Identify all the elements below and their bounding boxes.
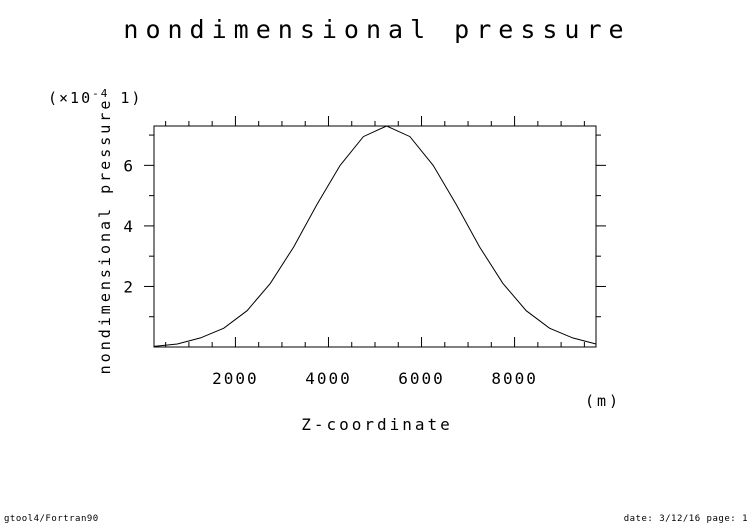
footer-left: gtool4/Fortran90 [4, 514, 99, 524]
axis-ticks [144, 116, 606, 347]
y-scale-tail: 1) [109, 89, 142, 107]
chart-title: nondimensional pressure [123, 15, 630, 44]
y-tick-label: 4 [123, 217, 133, 236]
x-tick-label: 4000 [305, 369, 352, 388]
x-tick-label: 6000 [398, 369, 445, 388]
x-axis-unit: (m) [585, 392, 621, 410]
y-axis-label: nondimensional pressure [96, 98, 114, 375]
y-scale-exponent: -4 [92, 87, 109, 100]
series-layer [153, 125, 597, 347]
series-line [153, 125, 597, 347]
x-axis-label: Z-coordinate [301, 415, 453, 434]
y-tick-label: 2 [123, 277, 133, 296]
tick-labels: 2000 4000 6000 8000 2 4 6 [123, 156, 538, 388]
x-tick-label: 2000 [212, 369, 259, 388]
y-scale-base: (×10 [48, 89, 92, 107]
footer-right: date: 3/12/16 page: 1 [623, 514, 748, 524]
x-tick-label: 8000 [491, 369, 538, 388]
y-scale-label: (×10-4 1) [48, 87, 142, 107]
y-tick-label: 6 [123, 156, 133, 175]
